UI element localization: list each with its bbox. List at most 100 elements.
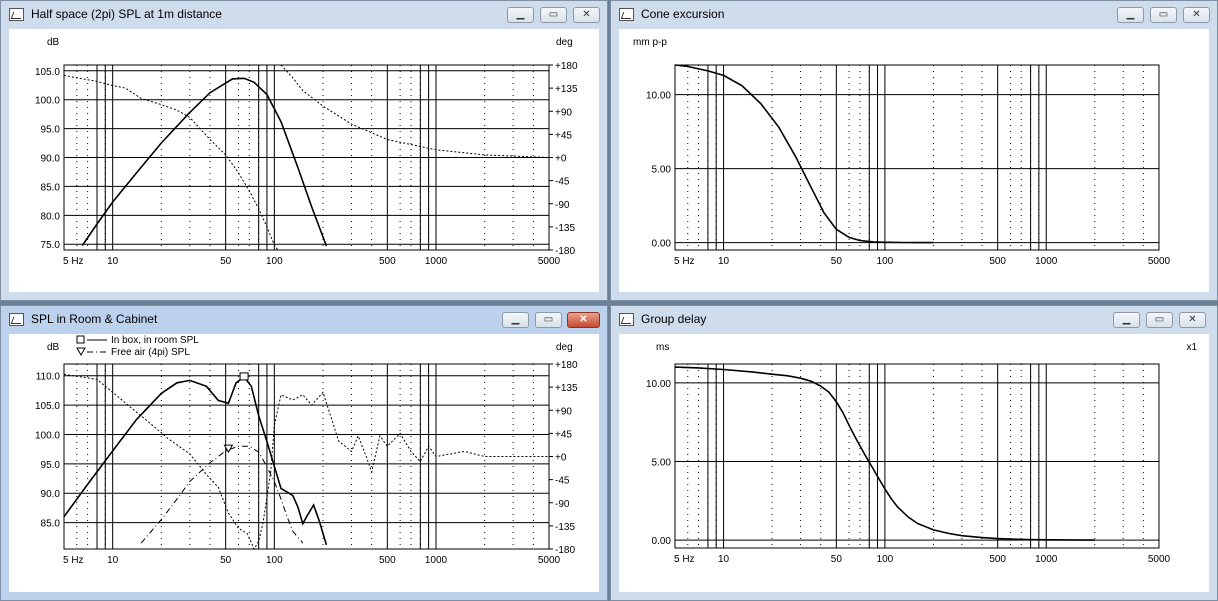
- y-tick-label: 80.0: [41, 211, 61, 222]
- x-tick-label: 50: [831, 554, 843, 565]
- cone-excursion-chart: 10.00 5.00 0.005 Hz 10 50 100 500 1000 5000 mm p-…: [633, 37, 1171, 267]
- y-tick-label: 85.0: [41, 519, 61, 530]
- y2-tick-label: -180: [555, 246, 575, 257]
- y-axis-unit-label: mm p-p: [633, 37, 667, 48]
- y-axis-unit-label: dB: [47, 342, 60, 353]
- x-tick-label: 100: [266, 555, 283, 566]
- y-tick-label: 0.00: [652, 536, 672, 547]
- x-tick-label: 5000: [1148, 256, 1171, 267]
- y2-tick-label: +135: [555, 383, 578, 394]
- y2-axis-unit-label: deg: [556, 37, 573, 48]
- x-tick-label: 50: [831, 256, 843, 267]
- y2-tick-label: -135: [555, 522, 575, 533]
- close-button[interactable]: ✕: [1183, 7, 1210, 23]
- y-tick-label: 90.0: [41, 489, 61, 500]
- series-marker-triangle: [223, 444, 234, 454]
- x-tick-label: 10: [718, 256, 730, 267]
- window-titlebar[interactable]: Cone excursion ▁ ▭ ✕: [611, 1, 1217, 29]
- minimize-button[interactable]: ▁: [507, 7, 534, 23]
- y2-axis-unit-label: x1: [1186, 342, 1197, 353]
- close-button[interactable]: ✕: [573, 7, 600, 23]
- y-tick-label: 10.00: [646, 91, 671, 102]
- y-tick-label: 85.0: [41, 182, 61, 193]
- close-button[interactable]: ✕: [567, 312, 600, 328]
- window-titlebar[interactable]: SPL in Room & Cabinet ▁ ▭ ✕: [1, 306, 607, 334]
- maximize-button[interactable]: ▭: [535, 312, 562, 328]
- half-space-spl-chart: 105.0 100.0 95.0 90.0 85.0 80.0 75.0 +180 +135 +9…: [35, 37, 578, 267]
- series-line: [674, 64, 934, 244]
- x-tick-label: 5 Hz: [674, 554, 695, 565]
- y2-tick-label: -135: [555, 223, 575, 234]
- y-tick-label: 100.0: [35, 96, 60, 107]
- x-tick-label: 1000: [1035, 554, 1058, 565]
- x-tick-label: 1000: [425, 256, 448, 267]
- window-titlebar[interactable]: Group delay ▁ ▭ ✕: [611, 306, 1217, 334]
- x-tick-label: 500: [989, 554, 1006, 565]
- half-space-spl-window: Half space (2pi) SPL at 1m distance ▁ ▭ …: [0, 0, 608, 301]
- close-button[interactable]: ✕: [1179, 312, 1206, 328]
- x-tick-label: 100: [877, 256, 894, 267]
- graph-app-icon: [619, 313, 634, 326]
- chart-area: 10.00 5.00 0.00 5 Hz 10 50 100 500 1000 5000 mm p-…: [619, 29, 1209, 292]
- series-line: [63, 64, 550, 251]
- y2-tick-label: +90: [555, 406, 572, 417]
- x-tick-label: 5 Hz: [63, 555, 84, 566]
- minimize-button[interactable]: ▁: [1113, 312, 1140, 328]
- series-line: [81, 77, 328, 247]
- chart-area: 105.0 100.0 95.0 90.0 85.0 80.0 75.0 +180 +135 +9…: [9, 29, 599, 292]
- graph-app-icon: [9, 313, 24, 326]
- maximize-button[interactable]: ▭: [540, 7, 567, 23]
- x-tick-label: 100: [266, 256, 283, 267]
- y-tick-label: 5.00: [652, 165, 672, 176]
- legend-label: In box, in room SPL: [111, 335, 199, 346]
- minimize-button[interactable]: ▁: [1117, 7, 1144, 23]
- legend-marker-triangle: [76, 347, 86, 357]
- y2-tick-label: +135: [555, 84, 578, 95]
- series-line: [140, 445, 304, 544]
- y2-tick-label: -45: [555, 476, 570, 487]
- series-line: [63, 375, 328, 546]
- y2-tick-label: -45: [555, 177, 570, 188]
- series-marker-square: [239, 372, 249, 381]
- y2-tick-label: +0: [555, 453, 567, 464]
- group-delay-window: Group delay ▁ ▭ ✕ 10.00 5.00 0.00 5 Hz 10 50 1…: [610, 305, 1218, 601]
- x-tick-label: 5000: [538, 256, 561, 267]
- y2-tick-label: +180: [555, 61, 578, 72]
- y-tick-label: 5.00: [652, 458, 672, 469]
- cone-excursion-window: Cone excursion ▁ ▭ ✕ 10.00 5.00 0.00 5 Hz 10…: [610, 0, 1218, 301]
- y2-axis-unit-label: deg: [556, 342, 573, 353]
- window-title: SPL in Room & Cabinet: [31, 312, 158, 326]
- window-titlebar[interactable]: Half space (2pi) SPL at 1m distance ▁ ▭ …: [1, 1, 607, 29]
- x-tick-label: 500: [379, 555, 396, 566]
- x-tick-label: 5000: [1148, 554, 1171, 565]
- series-line: [674, 366, 1095, 541]
- y-tick-label: 95.0: [41, 125, 61, 136]
- maximize-button[interactable]: ▭: [1150, 7, 1177, 23]
- x-tick-label: 1000: [425, 555, 448, 566]
- minimize-button[interactable]: ▁: [502, 312, 529, 328]
- x-tick-label: 500: [989, 256, 1006, 267]
- window-title: Group delay: [641, 312, 707, 326]
- y-tick-label: 0.00: [652, 239, 672, 250]
- chart-area: 110.0 105.0 100.0 95.0 90.0 85.0 +180 +135 +90 +4…: [9, 334, 599, 592]
- spl-room-cabinet-chart: 110.0 105.0 100.0 95.0 90.0 85.0 +180 +135 +90 +4…: [35, 335, 578, 566]
- x-tick-label: 10: [718, 554, 730, 565]
- y-tick-label: 75.0: [41, 240, 61, 251]
- x-tick-label: 500: [379, 256, 396, 267]
- plot-frame: [674, 64, 1160, 251]
- x-tick-label: 5 Hz: [674, 256, 695, 267]
- y2-tick-label: +0: [555, 154, 567, 165]
- spl-room-cabinet-window: SPL in Room & Cabinet ▁ ▭ ✕ 110.0 105.0 10…: [0, 305, 608, 601]
- x-tick-label: 10: [107, 555, 119, 566]
- y-tick-label: 105.0: [35, 401, 60, 412]
- x-tick-label: 50: [220, 555, 232, 566]
- y2-tick-label: -90: [555, 200, 570, 211]
- x-tick-label: 50: [220, 256, 232, 267]
- x-tick-label: 1000: [1035, 256, 1058, 267]
- x-tick-label: 100: [877, 554, 894, 565]
- y-tick-label: 100.0: [35, 430, 60, 441]
- maximize-button[interactable]: ▭: [1146, 312, 1173, 328]
- y-axis-unit-label: dB: [47, 37, 60, 48]
- x-tick-label: 10: [107, 256, 119, 267]
- window-title: Cone excursion: [641, 7, 725, 21]
